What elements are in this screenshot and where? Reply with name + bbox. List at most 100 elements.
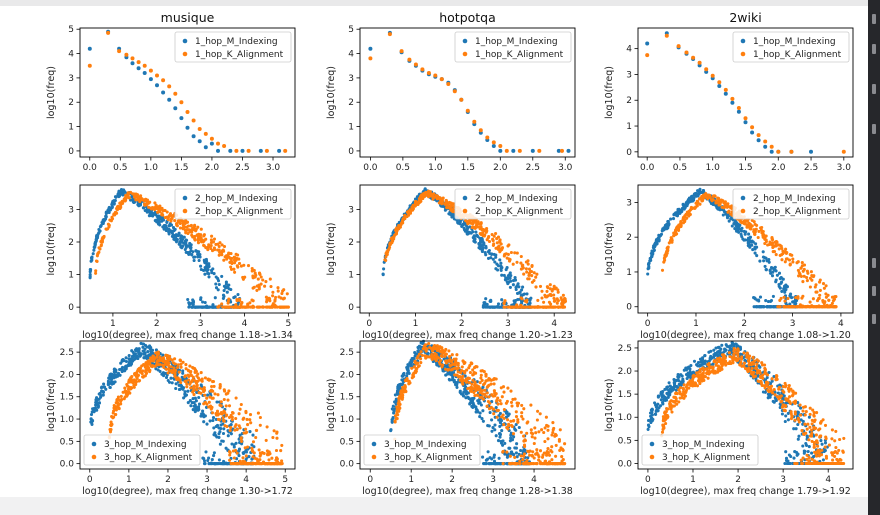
- x-tick-label: 0.0: [363, 163, 378, 173]
- data-point: [711, 198, 715, 202]
- data-point: [666, 245, 670, 249]
- data-point: [799, 274, 803, 278]
- data-point: [534, 275, 538, 279]
- data-point: [91, 252, 95, 256]
- y-tick-label: 5: [68, 25, 74, 35]
- data-point: [561, 305, 565, 309]
- x-tick-label: 2: [165, 475, 171, 485]
- data-point: [212, 246, 216, 250]
- data-point: [834, 305, 838, 309]
- data-point: [230, 418, 234, 422]
- x-tick-label: 4: [551, 319, 557, 329]
- data-point: [444, 198, 448, 202]
- data-point: [217, 282, 221, 287]
- data-point: [506, 277, 510, 281]
- data-point: [198, 255, 202, 259]
- data-point: [233, 295, 237, 299]
- data-point: [478, 411, 482, 415]
- data-point: [496, 245, 500, 249]
- data-point: [498, 421, 502, 425]
- data-point: [218, 430, 222, 434]
- legend-marker: [462, 208, 468, 214]
- data-point: [219, 400, 223, 404]
- data-point: [143, 208, 147, 213]
- data-point: [800, 296, 804, 300]
- data-point: [167, 97, 172, 102]
- data-point: [498, 144, 503, 148]
- data-point: [104, 227, 108, 231]
- data-point: [254, 273, 258, 277]
- data-point: [183, 390, 187, 394]
- y-tick-label: 0: [68, 303, 74, 313]
- data-point: [238, 407, 242, 411]
- data-point: [189, 404, 193, 408]
- data-point: [384, 255, 388, 259]
- data-point: [222, 258, 226, 262]
- data-point: [484, 297, 488, 301]
- data-point: [229, 423, 233, 427]
- y-tick-label: 1: [348, 123, 354, 133]
- data-point: [255, 288, 259, 292]
- data-point: [516, 305, 521, 309]
- data-point: [117, 189, 121, 193]
- data-point: [207, 262, 211, 266]
- y-axis-label: log10(freq): [326, 66, 337, 119]
- data-point: [783, 299, 787, 303]
- data-point: [277, 148, 282, 153]
- data-point: [500, 298, 504, 302]
- data-point: [196, 241, 201, 245]
- data-point: [167, 380, 172, 384]
- data-point: [736, 109, 741, 114]
- data-point: [239, 402, 243, 407]
- data-point: [193, 369, 197, 373]
- legend-label: 1_hop_K_Alignment: [753, 50, 842, 60]
- data-point: [680, 208, 684, 212]
- data-point: [134, 371, 138, 375]
- data-point: [405, 210, 410, 214]
- data-point: [830, 301, 834, 305]
- data-point: [525, 270, 529, 274]
- data-point: [764, 268, 768, 272]
- data-point: [507, 446, 511, 450]
- data-point: [445, 206, 449, 210]
- data-point: [443, 202, 447, 206]
- data-point: [268, 299, 272, 303]
- data-point: [830, 295, 835, 299]
- data-point: [263, 284, 267, 288]
- data-point: [761, 232, 765, 236]
- data-point: [752, 305, 756, 309]
- data-point: [465, 390, 469, 394]
- data-point: [532, 278, 536, 283]
- data-point: [490, 252, 494, 256]
- data-point: [168, 214, 172, 218]
- data-point: [119, 361, 123, 365]
- data-point: [97, 246, 101, 250]
- data-point: [548, 283, 552, 287]
- data-point: [222, 419, 226, 423]
- data-point: [816, 305, 820, 309]
- data-point: [197, 258, 201, 263]
- data-point: [502, 305, 506, 309]
- data-point: [108, 208, 113, 212]
- data-point: [131, 355, 135, 359]
- data-point: [413, 62, 418, 67]
- data-point: [214, 286, 219, 290]
- data-point: [134, 195, 138, 199]
- data-point: [181, 387, 185, 391]
- data-point: [211, 416, 216, 420]
- data-point: [229, 252, 233, 256]
- data-point: [447, 377, 451, 381]
- data-point: [698, 202, 702, 206]
- data-point: [420, 196, 425, 201]
- data-point: [463, 387, 467, 391]
- data-point: [190, 305, 194, 309]
- data-point: [477, 242, 481, 246]
- data-point: [275, 305, 279, 309]
- data-point: [500, 429, 504, 433]
- data-point: [448, 212, 452, 216]
- data-point: [236, 292, 240, 297]
- data-point: [164, 359, 168, 364]
- data-point: [742, 238, 746, 242]
- data-point: [734, 224, 738, 228]
